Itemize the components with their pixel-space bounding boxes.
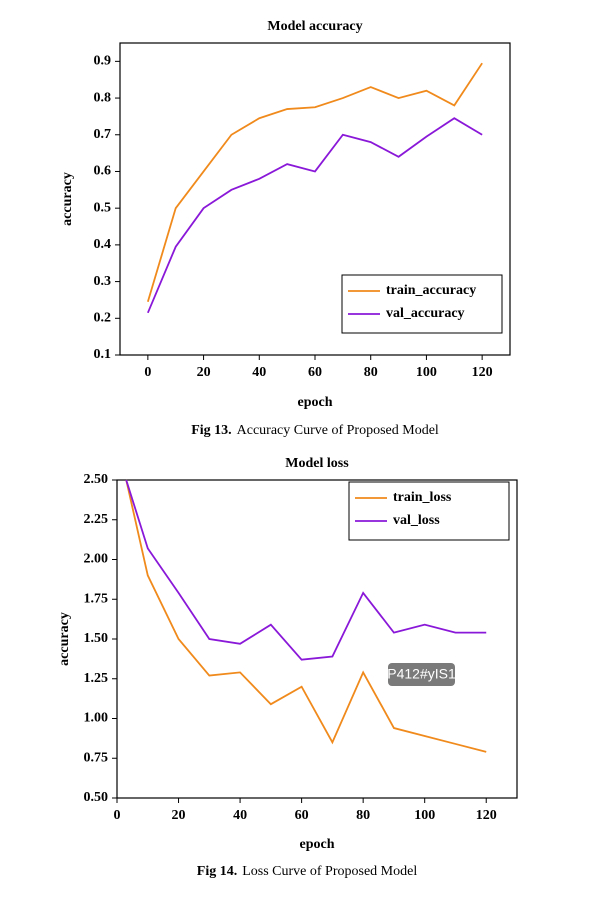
y-tick-label: 0.8 [94, 90, 112, 105]
series-line [125, 479, 487, 661]
x-tick-label: 40 [233, 808, 247, 823]
y-tick-label: 2.25 [84, 512, 109, 527]
caption-text: Loss Curve of Proposed Model [242, 864, 417, 879]
y-tick-label: 0.2 [94, 311, 112, 326]
x-tick-label: 80 [364, 365, 378, 380]
y-tick-label: 0.5 [94, 200, 112, 215]
y-tick-label: 1.25 [84, 671, 109, 686]
y-tick-label: 0.1 [94, 347, 112, 362]
y-tick-label: 0.9 [94, 54, 112, 69]
y-tick-label: 0.4 [94, 237, 112, 252]
legend-box [341, 274, 503, 334]
x-tick-label: 0 [144, 365, 151, 380]
y-tick-label: 0.50 [84, 790, 109, 805]
x-tick-label: 60 [308, 365, 322, 380]
caption-label: Fig 13. [191, 423, 231, 438]
legend-label: val_accuracy [386, 306, 465, 321]
x-tick-label: 80 [356, 808, 370, 823]
x-tick-label: 0 [114, 808, 121, 823]
x-tick-label: 100 [416, 365, 437, 380]
y-tick-label: 0.7 [94, 127, 112, 142]
y-axis-label: accuracy [60, 172, 75, 226]
x-tick-label: 60 [295, 808, 309, 823]
caption: Fig 14. Loss Curve of Proposed Model [197, 864, 418, 879]
y-tick-label: 0.75 [84, 750, 109, 765]
chart-title: Model accuracy [267, 19, 362, 34]
badge-text: P412#yIS1 [387, 666, 456, 682]
x-tick-label: 100 [414, 808, 435, 823]
series-line [125, 479, 487, 753]
y-tick-label: 0.6 [94, 164, 112, 179]
y-tick-label: 1.00 [84, 711, 109, 726]
y-tick-label: 2.50 [84, 472, 109, 487]
x-tick-label: 20 [197, 365, 211, 380]
caption: Fig 13. Accuracy Curve of Proposed Model [191, 423, 439, 438]
x-tick-label: 40 [252, 365, 266, 380]
x-tick-label: 120 [472, 365, 493, 380]
series-line [147, 117, 483, 314]
series-line [146, 62, 483, 303]
y-tick-label: 2.00 [84, 552, 109, 567]
x-axis-label: epoch [300, 837, 335, 852]
caption-text: Accuracy Curve of Proposed Model [237, 423, 439, 438]
y-axis-label: accuracy [57, 612, 72, 666]
badge [388, 663, 455, 686]
chart-title: Model loss [285, 456, 349, 471]
x-tick-label: 20 [172, 808, 186, 823]
legend-label: val_loss [393, 513, 440, 528]
y-tick-label: 1.75 [84, 591, 109, 606]
legend-box [348, 481, 510, 541]
caption-label: Fig 14. [197, 864, 237, 879]
legend-label: train_loss [393, 490, 452, 505]
legend-label: train_accuracy [386, 283, 476, 298]
y-tick-label: 0.3 [94, 274, 112, 289]
x-tick-label: 120 [476, 808, 497, 823]
x-axis-label: epoch [298, 395, 333, 410]
y-tick-label: 1.50 [84, 631, 109, 646]
